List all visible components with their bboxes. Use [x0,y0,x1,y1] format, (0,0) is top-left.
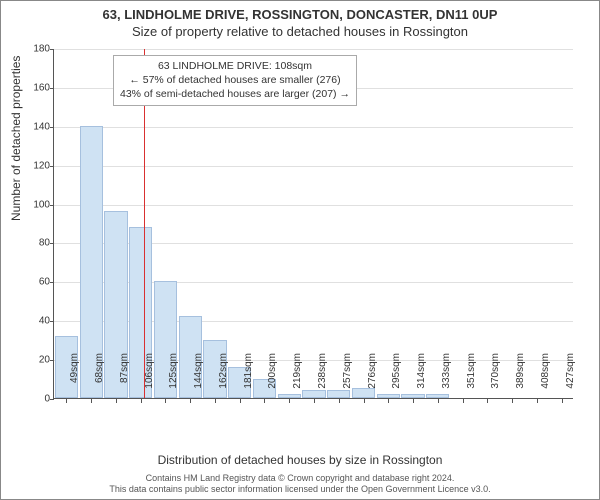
annotation-line-3: 43% of semi-detached houses are larger (… [120,87,350,101]
xtick-mark [289,399,290,403]
ytick-mark [50,127,54,128]
xtick-mark [91,399,92,403]
xtick-mark [487,399,488,403]
xtick-mark [165,399,166,403]
grid-line [54,49,573,50]
xtick-mark [240,399,241,403]
ytick-mark [50,49,54,50]
xtick-label: 427sqm [565,353,576,403]
ytick-mark [50,321,54,322]
ytick-label: 120 [22,160,50,171]
xtick-mark [537,399,538,403]
ytick-label: 0 [22,394,50,405]
xtick-mark [215,399,216,403]
grid-line [54,127,573,128]
xtick-label: 351sqm [466,353,477,403]
ytick-label: 20 [22,355,50,366]
footer-line-2: This data contains public sector informa… [1,484,599,495]
annotation-box: 63 LINDHOLME DRIVE: 108sqm ← 57% of deta… [113,55,357,106]
xtick-mark [314,399,315,403]
xtick-mark [438,399,439,403]
xtick-mark [190,399,191,403]
ytick-mark [50,88,54,89]
footer-line-1: Contains HM Land Registry data © Crown c… [1,473,599,484]
ytick-label: 160 [22,82,50,93]
ytick-label: 180 [22,44,50,55]
ytick-mark [50,360,54,361]
xtick-mark [463,399,464,403]
page-title: 63, LINDHOLME DRIVE, ROSSINGTON, DONCAST… [1,7,599,22]
chart-area: 02040608010012014016018049sqm68sqm87sqm1… [53,49,573,399]
xtick-label: 333sqm [441,353,452,403]
annotation-line-1: 63 LINDHOLME DRIVE: 108sqm [120,59,350,73]
ytick-mark [50,399,54,400]
xtick-mark [141,399,142,403]
ytick-label: 40 [22,316,50,327]
xtick-mark [562,399,563,403]
xtick-mark [339,399,340,403]
y-axis-label: Number of detached properties [9,56,23,221]
annotation-line-2: ← 57% of detached houses are smaller (27… [120,73,350,87]
xtick-mark [364,399,365,403]
grid-line [54,205,573,206]
xtick-mark [116,399,117,403]
grid-line [54,166,573,167]
xtick-label: 389sqm [515,353,526,403]
xtick-mark [512,399,513,403]
xtick-label: 370sqm [490,353,501,403]
ytick-mark [50,243,54,244]
ytick-mark [50,205,54,206]
x-axis-label: Distribution of detached houses by size … [1,453,599,467]
xtick-mark [388,399,389,403]
ytick-label: 80 [22,238,50,249]
footer: Contains HM Land Registry data © Crown c… [1,473,599,496]
ytick-mark [50,166,54,167]
xtick-label: 408sqm [540,353,551,403]
ytick-mark [50,282,54,283]
ytick-label: 140 [22,121,50,132]
xtick-mark [264,399,265,403]
xtick-mark [413,399,414,403]
ytick-label: 100 [22,199,50,210]
page-subtitle: Size of property relative to detached ho… [1,24,599,39]
ytick-label: 60 [22,277,50,288]
xtick-mark [66,399,67,403]
